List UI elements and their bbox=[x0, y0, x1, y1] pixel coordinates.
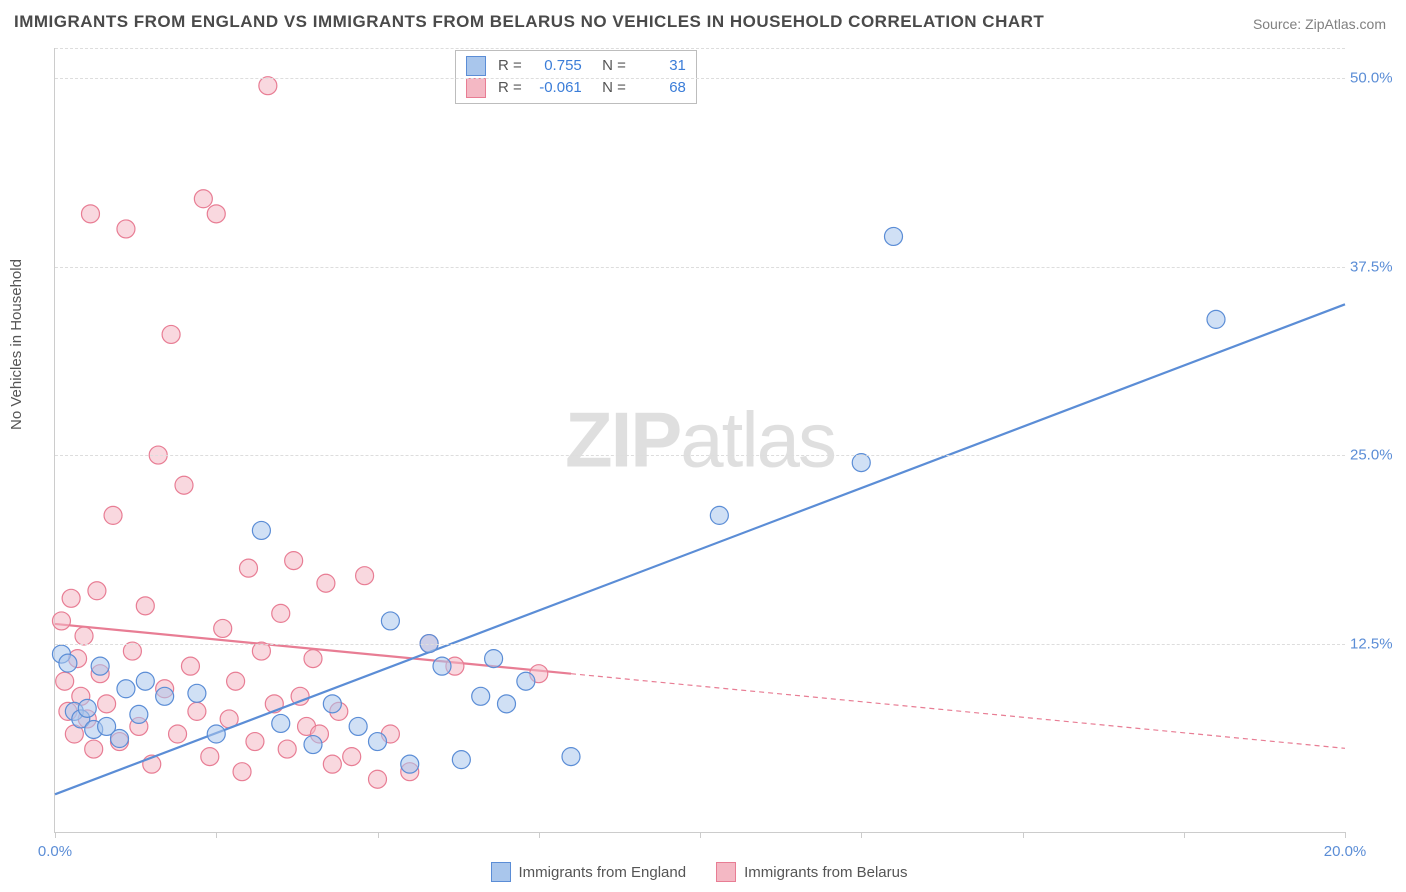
data-point bbox=[181, 657, 199, 675]
data-point bbox=[369, 733, 387, 751]
data-point bbox=[175, 476, 193, 494]
data-point bbox=[207, 205, 225, 223]
y-tick-label: 37.5% bbox=[1350, 258, 1405, 275]
data-point bbox=[452, 751, 470, 769]
data-point bbox=[207, 725, 225, 743]
data-point bbox=[323, 755, 341, 773]
data-point bbox=[56, 672, 74, 690]
swatch-icon bbox=[491, 862, 511, 882]
x-tick bbox=[378, 832, 379, 838]
data-point bbox=[136, 672, 154, 690]
data-point bbox=[117, 220, 135, 238]
data-point bbox=[472, 687, 490, 705]
data-point bbox=[233, 763, 251, 781]
data-point bbox=[98, 695, 116, 713]
data-point bbox=[304, 736, 322, 754]
data-point bbox=[278, 740, 296, 758]
data-point bbox=[88, 582, 106, 600]
data-point bbox=[285, 552, 303, 570]
data-point bbox=[517, 672, 535, 690]
data-point bbox=[85, 740, 103, 758]
data-point bbox=[188, 702, 206, 720]
data-point bbox=[323, 695, 341, 713]
data-point bbox=[304, 650, 322, 668]
data-point bbox=[91, 657, 109, 675]
data-point bbox=[136, 597, 154, 615]
series-legend: Immigrants from England Immigrants from B… bbox=[54, 862, 1344, 882]
gridline bbox=[55, 48, 1345, 49]
data-point bbox=[104, 506, 122, 524]
data-point bbox=[272, 604, 290, 622]
x-tick bbox=[1345, 832, 1346, 838]
data-point bbox=[246, 733, 264, 751]
x-tick bbox=[539, 832, 540, 838]
legend-item: Immigrants from England bbox=[491, 862, 687, 882]
y-tick-label: 12.5% bbox=[1350, 635, 1405, 652]
data-point bbox=[252, 521, 270, 539]
data-point bbox=[81, 205, 99, 223]
gridline bbox=[55, 455, 1345, 456]
data-point bbox=[349, 717, 367, 735]
x-tick bbox=[861, 832, 862, 838]
data-point bbox=[117, 680, 135, 698]
data-point bbox=[562, 748, 580, 766]
data-point bbox=[62, 589, 80, 607]
legend-item: Immigrants from Belarus bbox=[716, 862, 907, 882]
data-point bbox=[485, 650, 503, 668]
x-tick bbox=[700, 832, 701, 838]
y-tick-label: 25.0% bbox=[1350, 447, 1405, 464]
legend-label: Immigrants from England bbox=[519, 864, 687, 881]
data-point bbox=[356, 567, 374, 585]
data-point bbox=[52, 612, 70, 630]
data-point bbox=[498, 695, 516, 713]
data-point bbox=[852, 454, 870, 472]
data-point bbox=[240, 559, 258, 577]
x-tick bbox=[1023, 832, 1024, 838]
data-point bbox=[369, 770, 387, 788]
data-point bbox=[885, 227, 903, 245]
data-point bbox=[710, 506, 728, 524]
data-point bbox=[75, 627, 93, 645]
swatch-icon bbox=[716, 862, 736, 882]
scatter-svg bbox=[55, 48, 1345, 832]
data-point bbox=[252, 642, 270, 660]
data-point bbox=[156, 687, 174, 705]
gridline bbox=[55, 78, 1345, 79]
data-point bbox=[227, 672, 245, 690]
data-point bbox=[201, 748, 219, 766]
data-point bbox=[188, 684, 206, 702]
data-point bbox=[381, 612, 399, 630]
data-point bbox=[194, 190, 212, 208]
source-attribution: Source: ZipAtlas.com bbox=[1253, 16, 1386, 32]
gridline bbox=[55, 644, 1345, 645]
data-point bbox=[130, 705, 148, 723]
data-point bbox=[317, 574, 335, 592]
x-tick-label: 0.0% bbox=[38, 843, 72, 860]
x-tick-label: 20.0% bbox=[1324, 843, 1367, 860]
gridline bbox=[55, 267, 1345, 268]
data-point bbox=[1207, 310, 1225, 328]
chart-plot-area: ZIPatlas R = 0.755 N = 31 R = -0.061 N =… bbox=[54, 48, 1345, 833]
data-point bbox=[111, 730, 129, 748]
data-point bbox=[169, 725, 187, 743]
x-tick bbox=[55, 832, 56, 838]
y-axis-label: No Vehicles in Household bbox=[8, 259, 25, 430]
data-point bbox=[78, 699, 96, 717]
data-point bbox=[343, 748, 361, 766]
data-point bbox=[259, 77, 277, 95]
x-tick bbox=[1184, 832, 1185, 838]
data-point bbox=[59, 654, 77, 672]
data-point bbox=[123, 642, 141, 660]
data-point bbox=[162, 325, 180, 343]
y-tick-label: 50.0% bbox=[1350, 70, 1405, 87]
data-point bbox=[433, 657, 451, 675]
data-point bbox=[214, 619, 232, 637]
trend-line bbox=[55, 304, 1345, 794]
x-tick bbox=[216, 832, 217, 838]
data-point bbox=[401, 755, 419, 773]
legend-label: Immigrants from Belarus bbox=[744, 864, 907, 881]
data-point bbox=[272, 714, 290, 732]
trend-line-extrapolated bbox=[571, 674, 1345, 749]
chart-title: IMMIGRANTS FROM ENGLAND VS IMMIGRANTS FR… bbox=[14, 12, 1044, 32]
